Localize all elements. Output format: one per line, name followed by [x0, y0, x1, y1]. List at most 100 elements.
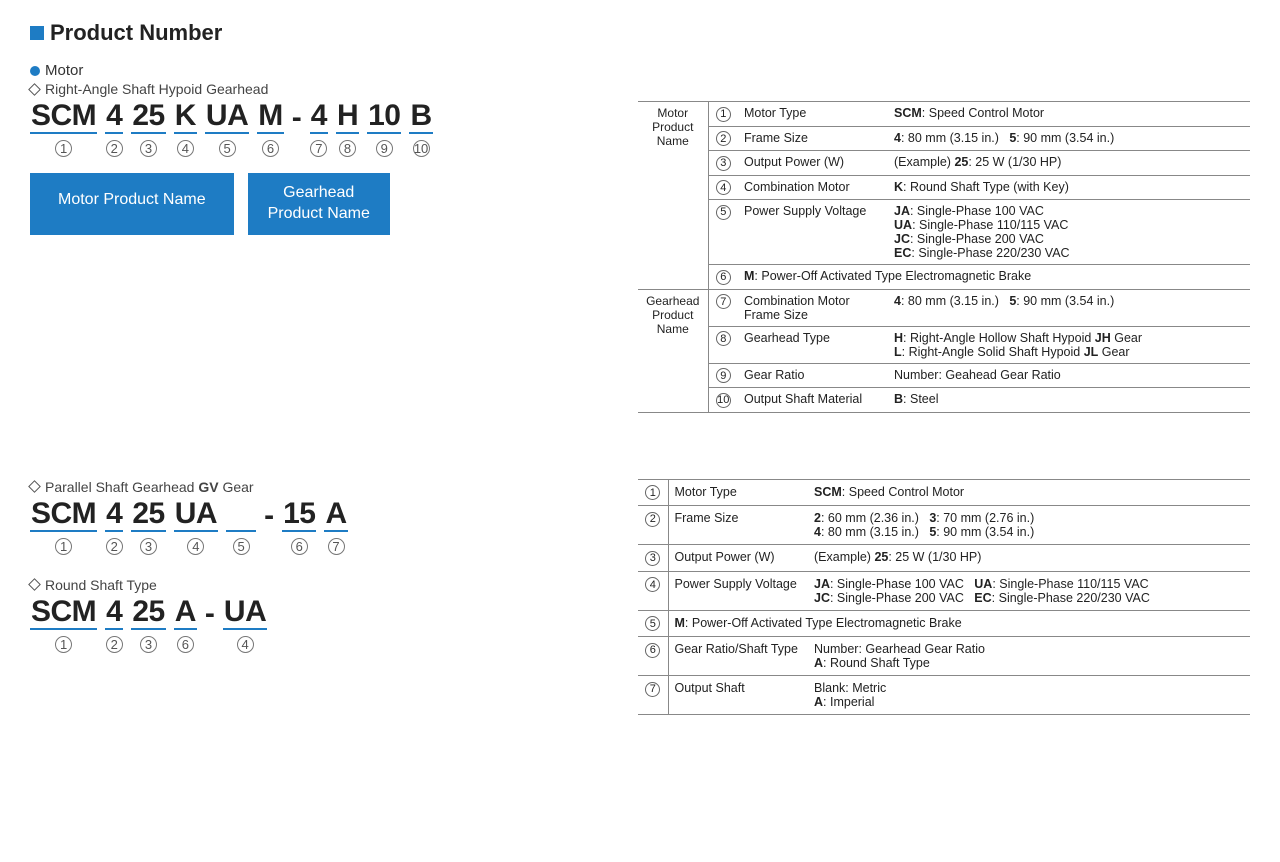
segment-number: 6 — [262, 140, 279, 157]
num-cell: 8 — [708, 326, 738, 363]
segment-text: H — [336, 101, 359, 134]
table-row: 6Gear Ratio/Shaft TypeNumber: Gearhead G… — [638, 637, 1250, 676]
gearhead-product-name-box: GearheadProduct Name — [248, 173, 390, 235]
table-row: 9Gear RatioNumber: Geahead Gear Ratio — [638, 363, 1250, 388]
value-cell: Number: Gearhead Gear RatioA: Round Shaf… — [808, 637, 1250, 676]
num-cell: 5 — [708, 200, 738, 265]
segment-number: 6 — [291, 538, 308, 555]
segment-number: 3 — [140, 636, 157, 653]
segment-number: 2 — [106, 140, 123, 157]
table-row: 4Power Supply VoltageJA: Single-Phase 10… — [638, 571, 1250, 610]
value-cell: Blank: MetricA: Imperial — [808, 676, 1250, 715]
segment-number: 6 — [177, 636, 194, 653]
left-col-2: Parallel Shaft Gearhead GV Gear SCM 1 4225… — [30, 479, 610, 716]
label-cell: Gearhead Type — [738, 326, 888, 363]
table2: 1Motor TypeSCM: Speed Control Motor2Fram… — [638, 479, 1250, 716]
segment-number: 4 — [187, 538, 204, 555]
segment-number: 7 — [328, 538, 345, 555]
code-segment: H8 — [336, 101, 359, 157]
dot-icon — [30, 66, 40, 76]
code-segment: 253 — [131, 101, 165, 157]
group-cell: MotorProductName — [638, 102, 708, 290]
section3-subtitle: Round Shaft Type — [45, 577, 157, 593]
table-row: 2Frame Size4: 80 mm (3.15 in.) 5: 90 mm … — [638, 126, 1250, 151]
label-cell: Frame Size — [738, 126, 888, 151]
label-cell: Frame Size — [668, 506, 808, 545]
code-segment: 253 — [131, 597, 165, 653]
segment-number: 4 — [177, 140, 194, 157]
segment-number: 4 — [237, 636, 254, 653]
code-segment: SCM 1 — [30, 597, 97, 653]
motor-product-name-box: Motor Product Name — [30, 173, 234, 235]
segment-text: SCM — [30, 499, 97, 532]
table1-wrap: MotorProductName1Motor TypeSCM: Speed Co… — [638, 101, 1250, 413]
segment-text: B — [409, 101, 432, 134]
table-row: 5Power Supply VoltageJA: Single-Phase 10… — [638, 200, 1250, 265]
value-cell: Number: Geahead Gear Ratio — [888, 363, 1250, 388]
value-cell: SCM: Speed Control Motor — [888, 102, 1250, 127]
table-row: 3Output Power (W)(Example) 25: 25 W (1/3… — [638, 151, 1250, 176]
segment-number: 3 — [140, 140, 157, 157]
value-cell: H: Right-Angle Hollow Shaft Hypoid JH Ge… — [888, 326, 1250, 363]
label-cell: Power Supply Voltage — [668, 571, 808, 610]
value-cell: K: Round Shaft Type (with Key) — [888, 175, 1250, 200]
num-cell: 6 — [708, 265, 738, 290]
segment-text: 4 — [105, 597, 123, 630]
value-cell: JA: Single-Phase 100 VAC UA: Single-Phas… — [808, 571, 1250, 610]
code-segment: K4 — [174, 101, 197, 157]
segment-text: 15 — [282, 499, 316, 532]
segment-number: 1 — [55, 140, 72, 157]
value-cell: (Example) 25: 25 W (1/30 HP) — [808, 545, 1250, 572]
num-cell: 1 — [638, 479, 668, 506]
table-row: MotorProductName1Motor TypeSCM: Speed Co… — [638, 102, 1250, 127]
section3-subtitle-row: Round Shaft Type — [30, 577, 610, 593]
num-cell: 2 — [638, 506, 668, 545]
num-cell: 5 — [638, 610, 668, 637]
table-row: 2Frame Size2: 60 mm (2.36 in.) 3: 70 mm … — [638, 506, 1250, 545]
label-cell: Gear Ratio/Shaft Type — [668, 637, 808, 676]
segment-text: 25 — [131, 597, 165, 630]
value-cell: JA: Single-Phase 100 VACUA: Single-Phase… — [888, 200, 1250, 265]
num-cell: 9 — [708, 363, 738, 388]
code-segment: UA 4 — [223, 597, 267, 653]
code-segment: B10 — [409, 101, 432, 157]
dash: - — [264, 499, 274, 555]
segment-number: 7 — [310, 140, 327, 157]
segment-text — [226, 499, 256, 532]
label-cell: Output Shaft — [668, 676, 808, 715]
num-cell: 7 — [638, 676, 668, 715]
code-segment: 42 — [105, 597, 123, 653]
table-row: 8Gearhead TypeH: Right-Angle Hollow Shaf… — [638, 326, 1250, 363]
dash: - — [205, 597, 215, 653]
segment-text: 4 — [105, 101, 123, 134]
value-cell: M: Power-Off Activated Type Electromagne… — [668, 610, 1250, 637]
motor-label: Motor — [45, 62, 83, 79]
motor-bullet: Motor — [30, 62, 1250, 79]
code-segment: M6 — [257, 101, 284, 157]
label-cell: Gear Ratio — [738, 363, 888, 388]
num-cell: 2 — [708, 126, 738, 151]
segment-text: SCM — [30, 101, 97, 134]
segment-text: SCM — [30, 597, 97, 630]
num-cell: 3 — [708, 151, 738, 176]
code-segment: 253 — [131, 499, 165, 555]
num-cell: 6 — [638, 637, 668, 676]
code-segment: 156 — [282, 499, 316, 555]
code-segment: 109 — [367, 101, 401, 157]
label-cell: Output Power (W) — [668, 545, 808, 572]
section2-subtitle: Parallel Shaft Gearhead GV Gear — [45, 479, 254, 495]
value-cell: B: Steel — [888, 388, 1250, 413]
label-cell: Combination Motor Frame Size — [738, 289, 888, 326]
group-cell: GearheadProductName — [638, 289, 708, 412]
value-cell: SCM: Speed Control Motor — [808, 479, 1250, 506]
table-row: 10Output Shaft MaterialB: Steel — [638, 388, 1250, 413]
value-cell: 4: 80 mm (3.15 in.) 5: 90 mm (3.54 in.) — [888, 289, 1250, 326]
segment-text: UA — [174, 499, 218, 532]
table-row: 5M: Power-Off Activated Type Electromagn… — [638, 610, 1250, 637]
segment-text: 4 — [310, 101, 328, 134]
segment-text: UA — [223, 597, 267, 630]
table1: MotorProductName1Motor TypeSCM: Speed Co… — [638, 101, 1250, 413]
segment-number: 1 — [55, 636, 72, 653]
label-cell: Power Supply Voltage — [738, 200, 888, 265]
num-cell: 4 — [638, 571, 668, 610]
